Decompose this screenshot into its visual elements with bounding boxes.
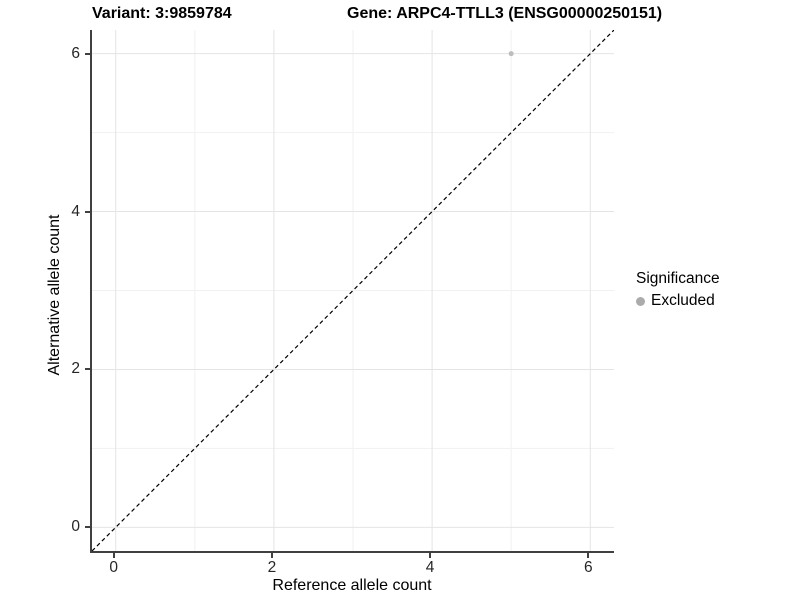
y-tick-mark (85, 210, 90, 213)
plot-canvas (91, 29, 615, 552)
legend-entry: Excluded (636, 292, 720, 310)
plot-title-variant: Variant: 3:9859784 (92, 5, 232, 22)
legend-entry-label: Excluded (651, 292, 715, 309)
legend-title: Significance (636, 270, 720, 287)
x-tick-mark (112, 553, 115, 558)
y-tick-label: 4 (71, 202, 80, 220)
y-axis-ticks: 0 2 4 6 (56, 30, 90, 553)
legend-point-icon (636, 296, 645, 306)
x-tick-label: 2 (267, 559, 277, 576)
x-axis-ticks: 0 2 4 6 (90, 553, 614, 581)
data-point (508, 51, 514, 57)
y-tick-label: 2 (71, 360, 80, 378)
plot-panel (90, 29, 615, 553)
x-tick-label: 6 (583, 559, 593, 576)
y-tick-mark (85, 368, 90, 371)
plot-title-gene: Gene: ARPC4-TTLL3 (ENSG00000250151) (347, 5, 663, 22)
y-tick-mark (85, 526, 90, 529)
y-tick-label: 6 (71, 44, 80, 62)
y-tick-mark (85, 52, 90, 55)
x-tick-mark (270, 553, 273, 558)
x-axis-label: Reference allele count (272, 577, 432, 594)
x-tick-mark (429, 553, 432, 558)
x-tick-label: 0 (109, 559, 119, 576)
x-tick-mark (587, 553, 590, 558)
legend: Significance Excluded (636, 270, 720, 310)
y-tick-label: 0 (71, 518, 80, 536)
x-tick-label: 4 (425, 559, 435, 576)
